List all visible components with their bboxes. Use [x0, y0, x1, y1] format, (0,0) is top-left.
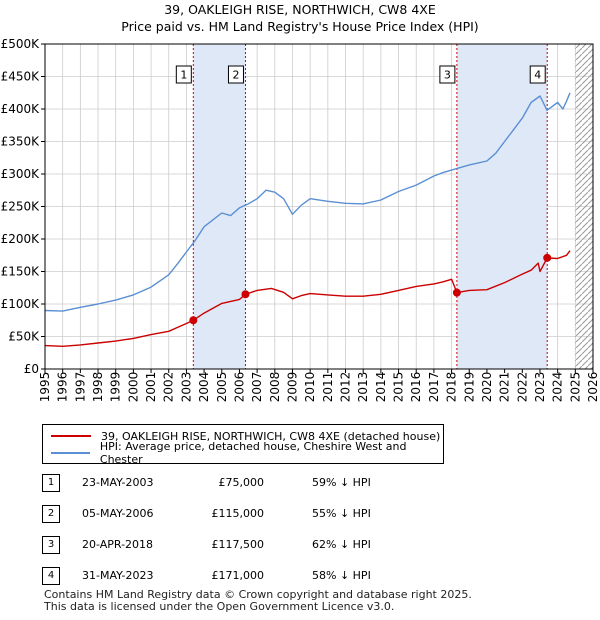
sale-point [452, 288, 461, 297]
sale-point [189, 316, 198, 325]
y-tick-label: £350K [1, 135, 41, 149]
legend-line-red [51, 435, 91, 437]
x-tick-label: 2003 [179, 372, 193, 403]
sale-number-badge: 2 [42, 505, 60, 523]
x-tick-label: 2026 [586, 372, 600, 403]
x-tick-label: 2004 [197, 372, 211, 403]
y-tick-label: £150K [1, 265, 41, 279]
x-tick-label: 2000 [126, 372, 140, 403]
x-tick-label: 2015 [392, 372, 406, 403]
y-tick-label: £50K [8, 330, 40, 344]
chart-subtitle: Price paid vs. HM Land Registry's House … [121, 19, 479, 34]
y-tick-label: £300K [1, 167, 41, 181]
series-line-hpi [44, 92, 571, 312]
sale-label-box [529, 65, 546, 84]
sale-row: 4 31-MAY-2023 £171,000 58% ↓ HPI [42, 567, 402, 585]
sale-row: 2 05-MAY-2006 £115,000 55% ↓ HPI [42, 505, 402, 523]
legend-item-property: 39, OAKLEIGH RISE, NORTHWICH, CW8 4XE (d… [51, 428, 440, 444]
x-tick-label: 2016 [409, 372, 423, 403]
sale-date: 23-MAY-2003 [82, 476, 154, 489]
y-tick-label: £400K [1, 102, 41, 116]
x-tick-label: 1997 [73, 372, 87, 403]
chart-title: 39, OAKLEIGH RISE, NORTHWICH, CW8 4XE [164, 2, 436, 17]
x-tick-label: 2024 [551, 372, 565, 403]
x-tick-label: 2007 [250, 372, 264, 403]
sale-number-badge: 4 [42, 567, 60, 585]
x-tick-label: 1995 [38, 372, 52, 403]
x-tick-label: 2020 [480, 372, 494, 403]
x-tick-label: 1996 [56, 372, 70, 403]
sale-label-box [227, 65, 244, 84]
sale-number-badge: 3 [42, 536, 60, 554]
price-chart: £0 £50K £100K £150K £200K £250K £300K £350K £400… [1, 37, 600, 403]
series-line-property [44, 250, 571, 347]
sale-label-number: 2 [232, 69, 239, 82]
sale-label-number: 1 [180, 69, 187, 82]
sale-date: 31-MAY-2023 [82, 569, 154, 582]
x-tick-label: 1998 [91, 372, 105, 403]
footer-copyright: Contains HM Land Registry data © Crown c… [44, 588, 472, 601]
x-tick-label: 2001 [144, 372, 158, 403]
sale-row: 3 20-APR-2018 £117,500 62% ↓ HPI [42, 536, 402, 554]
x-tick-label: 2011 [321, 372, 335, 403]
y-tick-label: £200K [1, 232, 41, 246]
sale-hpi-diff: 62% ↓ HPI [312, 538, 371, 551]
x-tick-label: 2009 [285, 372, 299, 403]
x-tick-label: 2012 [339, 372, 353, 403]
sale-label-number: 4 [534, 69, 541, 82]
sale-hpi-diff: 55% ↓ HPI [312, 507, 371, 520]
footer-licence: This data is licensed under the Open Gov… [44, 600, 395, 613]
legend-item-hpi: HPI: Average price, detached house, Ches… [51, 440, 443, 466]
legend-line-blue [51, 452, 90, 454]
sale-label-box [175, 65, 192, 84]
x-tick-label: 2006 [232, 372, 246, 403]
sale-price: £115,000 [211, 507, 265, 520]
sale-point [241, 290, 250, 299]
x-tick-label: 2002 [162, 372, 176, 403]
x-tick-label: 2023 [533, 372, 547, 403]
x-tick-label: 2018 [445, 372, 459, 403]
sale-number-badge: 1 [42, 474, 60, 492]
sale-row: 1 23-MAY-2003 £75,000 59% ↓ HPI [42, 474, 402, 492]
x-tick-label: 2014 [374, 372, 388, 403]
x-tick-label: 2008 [268, 372, 282, 403]
sale-date: 05-MAY-2006 [82, 507, 154, 520]
sale-hpi-diff: 59% ↓ HPI [312, 476, 371, 489]
y-tick-label: £0 [24, 362, 39, 376]
x-tick-label: 2017 [427, 372, 441, 403]
sale-label-box [439, 65, 456, 84]
footer: Contains HM Land Registry data © Crown c… [44, 589, 472, 613]
sale-label-number: 3 [444, 69, 451, 82]
y-tick-label: £100K [1, 297, 41, 311]
x-tick-label: 2019 [462, 372, 476, 403]
x-tick-label: 2013 [356, 372, 370, 403]
sale-price: £75,000 [218, 476, 265, 489]
x-tick-label: 2025 [568, 372, 582, 403]
sale-price: £117,500 [211, 538, 265, 551]
shaded-period [193, 44, 246, 369]
y-tick-label: £500K [1, 37, 41, 51]
x-tick-label: 1999 [109, 372, 123, 403]
x-tick-label: 2010 [303, 372, 317, 403]
x-tick-label: 2005 [215, 372, 229, 403]
legend: 39, OAKLEIGH RISE, NORTHWICH, CW8 4XE (d… [42, 424, 444, 466]
forecast-hatch [575, 44, 593, 369]
y-tick-label: £450K [1, 70, 41, 84]
shaded-period [456, 44, 548, 369]
sale-hpi-diff: 58% ↓ HPI [312, 569, 371, 582]
sale-price: £171,000 [211, 569, 265, 582]
y-tick-label: £250K [1, 200, 41, 214]
x-tick-label: 2022 [515, 372, 529, 403]
legend-label-hpi: HPI: Average price, detached house, Ches… [99, 440, 407, 466]
sale-point [543, 253, 552, 262]
legend-label-property: 39, OAKLEIGH RISE, NORTHWICH, CW8 4XE (d… [101, 429, 441, 443]
x-tick-label: 2021 [498, 372, 512, 403]
sale-date: 20-APR-2018 [82, 538, 154, 551]
